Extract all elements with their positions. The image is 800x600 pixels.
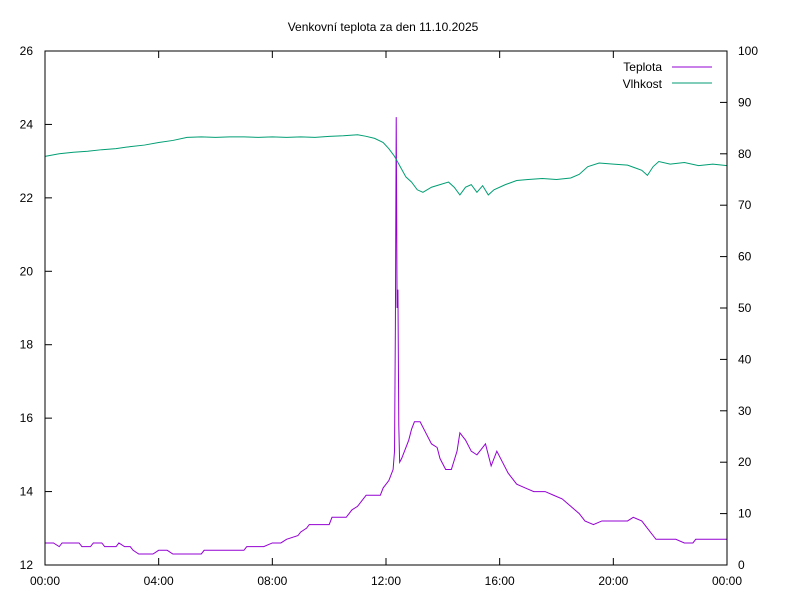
legend: Teplota Vlhkost — [623, 60, 712, 91]
x-tick-label: 00:00 — [712, 574, 742, 588]
y-left-tick-label: 14 — [20, 485, 34, 499]
y-right-tick-label: 50 — [738, 301, 752, 315]
y-right-tick-label: 10 — [738, 507, 752, 521]
x-tick-label: 04:00 — [144, 574, 174, 588]
x-tick-label: 20:00 — [598, 574, 628, 588]
y-right-tick-label: 40 — [738, 352, 752, 366]
y-right-tick-label: 80 — [738, 147, 752, 161]
y-right-tick-label: 0 — [738, 558, 745, 572]
y-left-tick-label: 22 — [20, 191, 34, 205]
series-line-vlhkost — [44, 134, 728, 196]
series-layer — [44, 117, 728, 555]
y-right-tick-label: 90 — [738, 95, 752, 109]
series-line-teplota — [45, 117, 727, 555]
y-left-tick-label: 24 — [20, 117, 34, 131]
y-left-tick-label: 20 — [20, 264, 34, 278]
x-tick-label: 12:00 — [371, 574, 401, 588]
y-left-tick-label: 18 — [20, 338, 34, 352]
y-left-tick-label: 12 — [20, 558, 34, 572]
y-left-tick-label: 16 — [20, 411, 34, 425]
y-right-tick-label: 100 — [738, 44, 758, 58]
chart-title: Venkovní teplota za den 11.10.2025 — [288, 20, 479, 34]
y-right-tick-label: 20 — [738, 455, 752, 469]
legend-label-vlhkost: Vlhkost — [623, 77, 663, 91]
axes-layer: 00:00 04:00 08:00 12:00 16:00 20:00 00:00 12 14 1… — [20, 44, 759, 588]
y-right-tick-label: 60 — [738, 250, 752, 264]
y-right-tick-label: 30 — [738, 404, 752, 418]
x-tick-label: 00:00 — [30, 574, 60, 588]
x-tick-label: 08:00 — [257, 574, 287, 588]
legend-label-teplota: Teplota — [623, 60, 662, 74]
plot-frame — [44, 50, 728, 566]
y-right-tick-label: 70 — [738, 198, 752, 212]
y-left-tick-label: 26 — [20, 44, 34, 58]
x-tick-label: 16:00 — [485, 574, 515, 588]
